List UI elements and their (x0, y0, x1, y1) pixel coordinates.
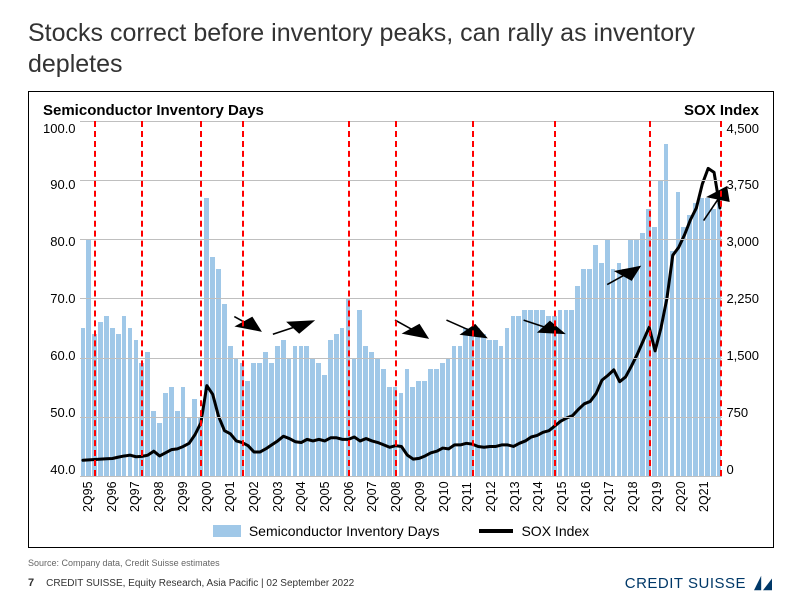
peak-marker (720, 121, 722, 477)
x-tick: 2Q16 (579, 477, 603, 519)
x-tick: 2Q03 (271, 477, 295, 519)
x-tick: 2Q95 (81, 477, 105, 519)
peak-marker (395, 121, 397, 477)
x-tick: 2Q21 (697, 477, 721, 519)
page-number: 7 (28, 577, 34, 589)
legend-line-label: SOX Index (521, 523, 589, 539)
x-tick: 2Q18 (626, 477, 650, 519)
footer-left: 7 CREDIT SUISSE, Equity Research, Asia P… (28, 577, 354, 589)
x-tick: 2Q11 (460, 477, 484, 519)
x-tick: 2Q05 (318, 477, 342, 519)
footer-text: CREDIT SUISSE, Equity Research, Asia Pac… (46, 578, 354, 589)
x-tick: 2Q08 (389, 477, 413, 519)
x-tick: 2Q15 (555, 477, 579, 519)
axis-title-row: Semiconductor Inventory Days SOX Index (43, 102, 759, 119)
swatch-bar-icon (213, 525, 241, 537)
sails-icon (752, 574, 774, 592)
peak-marker (649, 121, 651, 477)
x-tick: 2Q14 (531, 477, 555, 519)
plot-area (80, 121, 723, 478)
x-tick: 2Q97 (128, 477, 152, 519)
peak-marker (554, 121, 556, 477)
slide: Stocks correct before inventory peaks, c… (0, 0, 802, 602)
y-axis-left: 100.090.080.070.060.050.040.0 (43, 121, 80, 478)
peak-marker (348, 121, 350, 477)
peak-marker (94, 121, 96, 477)
x-tick: 2Q09 (413, 477, 437, 519)
x-tick: 2Q96 (105, 477, 129, 519)
x-tick: 2Q10 (437, 477, 461, 519)
left-axis-title: Semiconductor Inventory Days (43, 102, 264, 119)
peak-marker (141, 121, 143, 477)
x-tick: 2Q00 (200, 477, 224, 519)
plot-wrap: 100.090.080.070.060.050.040.0 4,5003,750… (43, 121, 759, 478)
legend-item-bars: Semiconductor Inventory Days (213, 523, 440, 539)
x-tick: 2Q01 (223, 477, 247, 519)
x-tick: 2Q06 (342, 477, 366, 519)
right-axis-title: SOX Index (684, 102, 759, 119)
x-tick: 2Q20 (674, 477, 698, 519)
legend: Semiconductor Inventory Days SOX Index (43, 523, 759, 539)
x-tick: 2Q07 (365, 477, 389, 519)
swatch-line-icon (479, 529, 513, 533)
x-tick: 2Q02 (247, 477, 271, 519)
peak-marker (200, 121, 202, 477)
x-tick: 2Q13 (508, 477, 532, 519)
footer: 7 CREDIT SUISSE, Equity Research, Asia P… (28, 568, 774, 602)
x-tick: 2Q99 (176, 477, 200, 519)
x-tick: 2Q98 (152, 477, 176, 519)
logo-text: CREDIT SUISSE (625, 575, 746, 592)
chart-frame: Semiconductor Inventory Days SOX Index 1… (28, 91, 774, 549)
peak-marker (472, 121, 474, 477)
legend-bars-label: Semiconductor Inventory Days (249, 523, 440, 539)
x-tick: 2Q17 (602, 477, 626, 519)
peak-marker (242, 121, 244, 477)
x-axis: 2Q952Q962Q972Q982Q992Q002Q012Q022Q032Q04… (81, 477, 721, 519)
x-tick: 2Q12 (484, 477, 508, 519)
x-tick: 2Q04 (294, 477, 318, 519)
source-text: Source: Company data, Credit Suisse esti… (28, 558, 774, 568)
y-axis-right: 4,5003,7503,0002,2501,5007500 (722, 121, 759, 478)
legend-item-line: SOX Index (479, 523, 589, 539)
credit-suisse-logo: CREDIT SUISSE (625, 574, 774, 592)
page-title: Stocks correct before inventory peaks, c… (28, 18, 774, 81)
x-tick: 2Q19 (650, 477, 674, 519)
